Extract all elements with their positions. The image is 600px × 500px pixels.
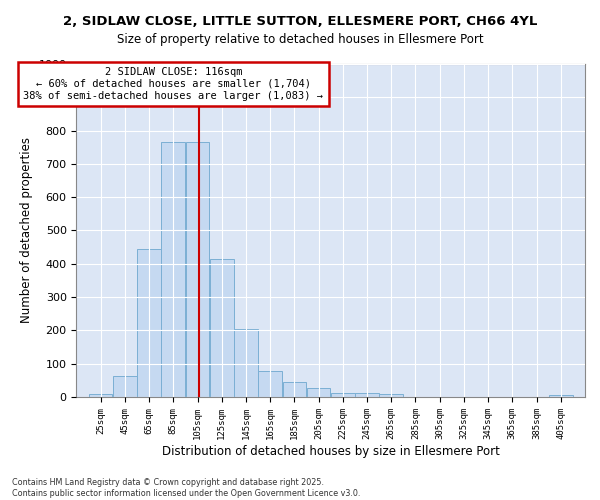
Bar	[331, 393, 355, 397]
Bar	[259, 371, 282, 397]
Bar	[283, 382, 306, 397]
Bar	[307, 388, 331, 397]
Text: Size of property relative to detached houses in Ellesmere Port: Size of property relative to detached ho…	[116, 32, 484, 46]
Bar	[89, 394, 112, 397]
Bar	[234, 328, 258, 397]
Bar	[355, 393, 379, 397]
Text: 2, SIDLAW CLOSE, LITTLE SUTTON, ELLESMERE PORT, CH66 4YL: 2, SIDLAW CLOSE, LITTLE SUTTON, ELLESMER…	[63, 15, 537, 28]
Bar	[210, 259, 233, 397]
Text: Contains HM Land Registry data © Crown copyright and database right 2025.
Contai: Contains HM Land Registry data © Crown c…	[12, 478, 361, 498]
Bar	[549, 396, 572, 397]
Y-axis label: Number of detached properties: Number of detached properties	[20, 138, 33, 324]
Bar	[379, 394, 403, 397]
X-axis label: Distribution of detached houses by size in Ellesmere Port: Distribution of detached houses by size …	[162, 444, 500, 458]
Text: 2 SIDLAW CLOSE: 116sqm
← 60% of detached houses are smaller (1,704)
38% of semi-: 2 SIDLAW CLOSE: 116sqm ← 60% of detached…	[23, 68, 323, 100]
Bar	[137, 249, 161, 397]
Bar	[113, 376, 137, 397]
Bar	[161, 142, 185, 397]
Bar	[186, 142, 209, 397]
